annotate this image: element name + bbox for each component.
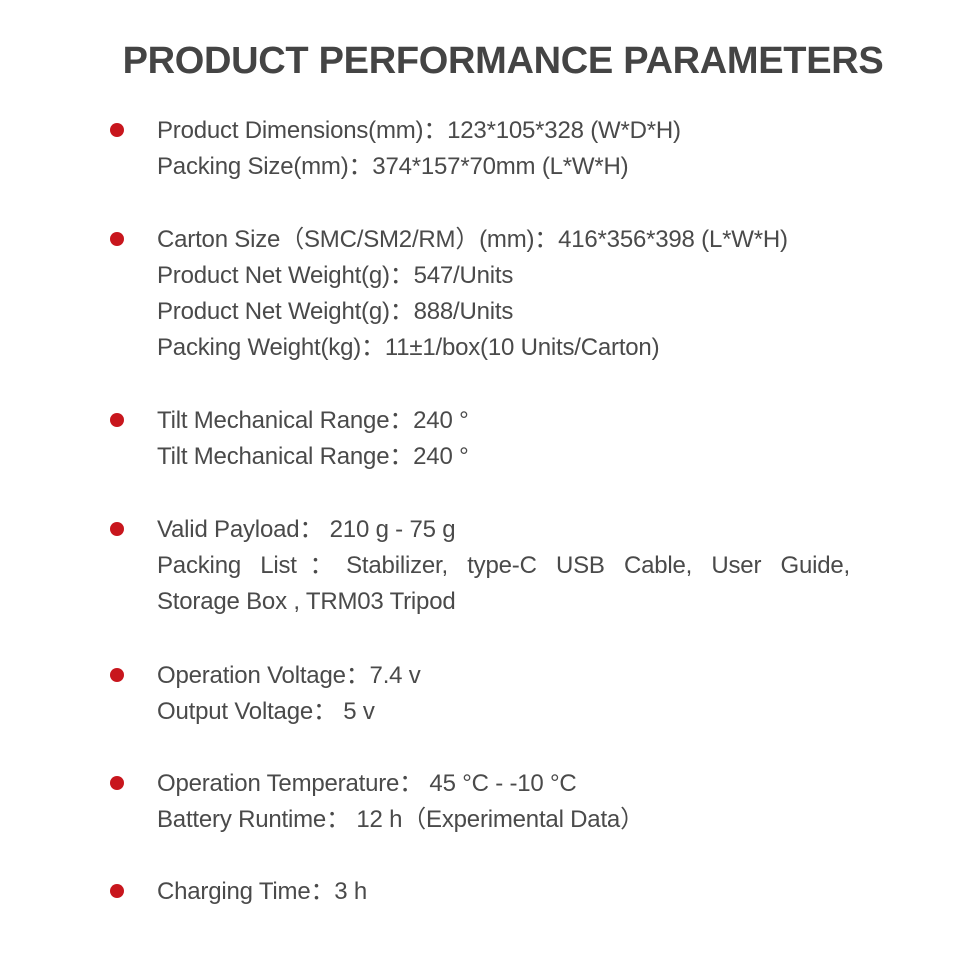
spec-line: Product Net Weight(g)：888/Units (157, 298, 514, 325)
bullet-icon (110, 413, 124, 427)
bullet-icon (110, 884, 124, 898)
spec-line: Tilt Mechanical Range：240 ° (157, 443, 469, 470)
spec-group-charging: Charging Time：3 h (110, 874, 850, 910)
spec-line: Storage Box , TRM03 Tripod (157, 588, 456, 615)
spec-line: Packing Size(mm)：374*157*70mm (L*W*H) (157, 153, 629, 180)
spec-line: Product Net Weight(g)：547/Units (157, 262, 514, 289)
bullet-icon (110, 522, 124, 536)
spec-line: Operation Temperature： 45 °C - -10 °C (157, 770, 577, 797)
bullet-icon (110, 668, 124, 682)
spec-line: Operation Voltage：7.4 v (157, 662, 421, 689)
spec-group-carton-weight: Carton Size（SMC/SM2/RM）(mm)：416*356*398 … (110, 222, 850, 366)
bullet-icon (110, 232, 124, 246)
spec-line: Product Dimensions(mm)：123*105*328 (W*D*… (157, 117, 681, 144)
bullet-icon (110, 776, 124, 790)
spec-group-temperature: Operation Temperature： 45 °C - -10 °C Ba… (110, 766, 850, 838)
bullet-icon (110, 123, 124, 137)
spec-group-tilt: Tilt Mechanical Range：240 ° Tilt Mechani… (110, 403, 850, 475)
spec-line: Packing List：Stabilizer, type-C USB Cabl… (157, 552, 850, 579)
spec-line: Output Voltage： 5 v (157, 698, 375, 725)
spec-line: Battery Runtime： 12 h（Experimental Data） (157, 806, 644, 833)
spec-line: Charging Time：3 h (157, 878, 368, 905)
spec-group-dimensions: Product Dimensions(mm)：123*105*328 (W*D*… (110, 113, 850, 185)
spec-group-voltage: Operation Voltage：7.4 v Output Voltage： … (110, 658, 850, 730)
spec-line: Carton Size（SMC/SM2/RM）(mm)：416*356*398 … (157, 226, 788, 253)
page-title: PRODUCT PERFORMANCE PARAMETERS (122, 40, 884, 82)
spec-line: Valid Payload： 210 g - 75 g (157, 516, 456, 543)
spec-group-payload: Valid Payload： 210 g - 75 g Packing List… (110, 512, 850, 620)
spec-line: Packing Weight(kg)：11±1/box(10 Units/Car… (157, 334, 660, 361)
spec-line: Tilt Mechanical Range：240 ° (157, 407, 469, 434)
